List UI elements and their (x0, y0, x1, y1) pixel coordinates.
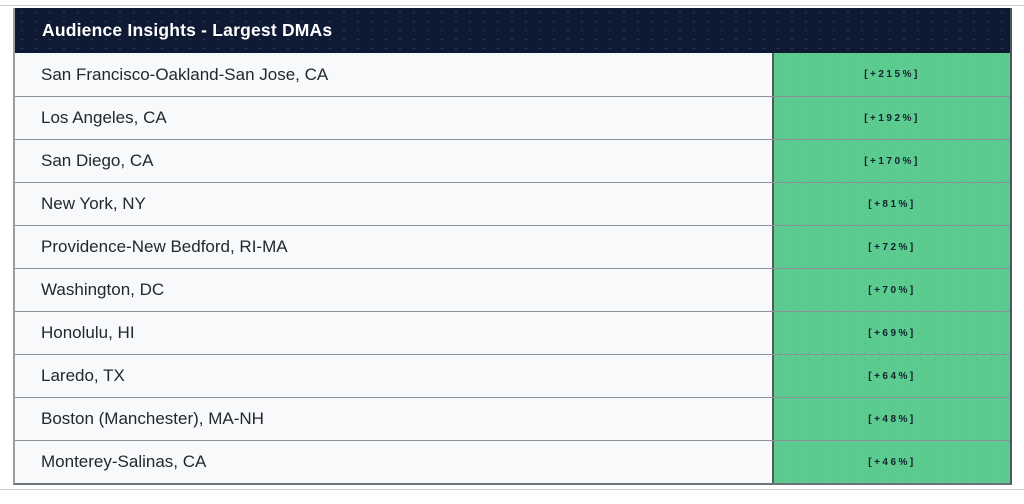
lift-value-cell: [+215%] (774, 53, 1010, 96)
table-row: San Diego, CA [+170%] (15, 139, 1010, 182)
dma-name-cell: New York, NY (15, 183, 774, 225)
dma-name-cell: Los Angeles, CA (15, 97, 774, 139)
lift-value-cell: [+48%] (774, 398, 1010, 440)
table-row: Boston (Manchester), MA-NH [+48%] (15, 397, 1010, 440)
lift-value-cell: [+170%] (774, 140, 1010, 182)
table-row: Honolulu, HI [+69%] (15, 311, 1010, 354)
top-divider (0, 5, 1024, 6)
table-title: Audience Insights - Largest DMAs (42, 20, 333, 40)
lift-value-cell: [+72%] (774, 226, 1010, 268)
table-header: Audience Insights - Largest DMAs (15, 8, 1010, 53)
lift-value-cell: [+192%] (774, 97, 1010, 139)
dma-name-cell: Honolulu, HI (15, 312, 774, 354)
table-row: San Francisco-Oakland-San Jose, CA [+215%… (15, 53, 1010, 96)
lift-value-cell: [+69%] (774, 312, 1010, 354)
lift-value-cell: [+70%] (774, 269, 1010, 311)
audience-insights-table: Audience Insights - Largest DMAs San Fra… (13, 8, 1012, 485)
dma-name-cell: Laredo, TX (15, 355, 774, 397)
dma-name-cell: Washington, DC (15, 269, 774, 311)
lift-value-cell: [+64%] (774, 355, 1010, 397)
table-row: Los Angeles, CA [+192%] (15, 96, 1010, 139)
table-row: Washington, DC [+70%] (15, 268, 1010, 311)
lift-value-cell: [+81%] (774, 183, 1010, 225)
bottom-divider (0, 489, 1024, 490)
table-row: Laredo, TX [+64%] (15, 354, 1010, 397)
table-body: San Francisco-Oakland-San Jose, CA [+215%… (15, 53, 1010, 483)
lift-value-cell: [+46%] (774, 441, 1010, 483)
dma-name-cell: Monterey-Salinas, CA (15, 441, 774, 483)
dma-name-cell: Providence-New Bedford, RI-MA (15, 226, 774, 268)
dma-name-cell: Boston (Manchester), MA-NH (15, 398, 774, 440)
table-row: New York, NY [+81%] (15, 182, 1010, 225)
dma-name-cell: San Diego, CA (15, 140, 774, 182)
table-row: Providence-New Bedford, RI-MA [+72%] (15, 225, 1010, 268)
dma-name-cell: San Francisco-Oakland-San Jose, CA (15, 53, 774, 96)
table-row: Monterey-Salinas, CA [+46%] (15, 440, 1010, 483)
